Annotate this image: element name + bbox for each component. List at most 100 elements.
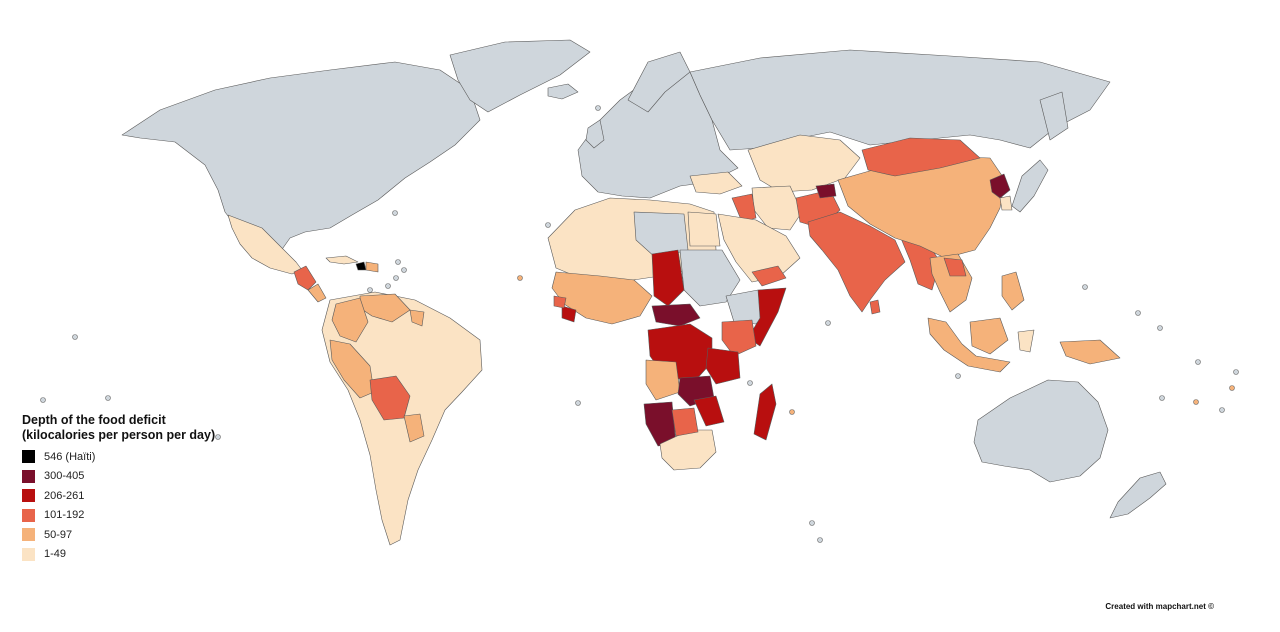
legend-swatch xyxy=(22,469,35,483)
region-india-pakistan xyxy=(807,211,906,313)
region-car xyxy=(651,303,701,327)
region-madagascar xyxy=(753,383,777,441)
legend-swatch xyxy=(22,547,35,561)
islet-mark xyxy=(809,520,815,526)
region-peru xyxy=(329,339,375,399)
region-new-guinea xyxy=(1059,339,1121,365)
region-guianas xyxy=(409,309,425,327)
islet-mark xyxy=(1135,310,1141,316)
region-new-zealand xyxy=(1109,471,1167,519)
islet-mark xyxy=(40,397,46,403)
region-dominican-republic xyxy=(365,261,379,273)
region-japan xyxy=(1011,159,1049,213)
region-angola xyxy=(645,359,681,401)
region-bolivia xyxy=(369,375,411,421)
region-somalia xyxy=(747,287,787,347)
islet-mark xyxy=(1193,399,1199,405)
region-greenland xyxy=(449,39,591,113)
islet-mark xyxy=(1157,325,1163,331)
islet-mark xyxy=(1233,369,1239,375)
legend-item-1-49: 1-49 xyxy=(22,545,222,565)
legend-swatch xyxy=(22,508,35,522)
legend-item-50-97: 50-97 xyxy=(22,525,222,545)
islet-mark xyxy=(1159,395,1165,401)
region-laos xyxy=(943,257,967,277)
legend-items: 546 (Haïti) 300-405 206-261 101-192 50-9… xyxy=(22,447,222,564)
legend-label: 546 (Haïti) xyxy=(44,450,96,463)
legend-swatch xyxy=(22,528,35,542)
region-liberia xyxy=(561,305,577,323)
region-iraq xyxy=(731,193,757,223)
region-north-america xyxy=(121,61,481,256)
region-iceland xyxy=(547,83,579,100)
legend-title: Depth of the food deficit (kilocalories … xyxy=(22,413,216,442)
region-turkey xyxy=(689,171,743,195)
islet-mark xyxy=(392,210,398,216)
islet-mark xyxy=(215,434,221,440)
islet-mark xyxy=(1195,359,1201,365)
legend-label: 50-97 xyxy=(44,528,73,541)
islet-mark xyxy=(395,259,401,265)
region-haiti xyxy=(355,261,367,271)
region-uk xyxy=(585,119,605,149)
region-malaysia-indonesia-west xyxy=(927,317,1011,373)
legend-label: 101-192 xyxy=(44,509,85,522)
islet-mark xyxy=(393,275,399,281)
islet-mark xyxy=(575,400,581,406)
legend-item-101-192: 101-192 xyxy=(22,506,222,526)
region-scandinavia xyxy=(627,51,691,113)
region-west-africa xyxy=(551,271,653,325)
islet-mark xyxy=(1219,407,1225,413)
region-central-america-1 xyxy=(293,265,317,291)
region-tanzania xyxy=(705,347,741,385)
region-colombia xyxy=(331,297,369,343)
map-legend: Depth of the food deficit (kilocalories … xyxy=(22,413,222,564)
legend-item-546: 546 (Haïti) xyxy=(22,447,222,467)
region-kamchatka xyxy=(1039,91,1069,141)
islet-mark xyxy=(789,409,795,415)
region-mexico xyxy=(227,214,303,275)
region-botswana xyxy=(671,407,699,437)
legend-label: 1-49 xyxy=(44,548,67,561)
region-paraguay xyxy=(403,413,425,443)
region-philippines xyxy=(1001,271,1025,311)
region-tajikistan xyxy=(815,183,837,199)
legend-label: 206-261 xyxy=(44,489,85,502)
legend-item-206-261: 206-261 xyxy=(22,486,222,506)
islet-mark xyxy=(955,373,961,379)
legend-swatch xyxy=(22,489,35,503)
region-sri-lanka xyxy=(869,299,881,315)
islet-mark xyxy=(72,334,78,340)
legend-swatch xyxy=(22,450,35,464)
legend-item-300-405: 300-405 xyxy=(22,467,222,487)
region-egypt xyxy=(687,211,721,247)
islet-mark xyxy=(817,537,823,543)
islet-mark xyxy=(825,320,831,326)
region-chad xyxy=(651,249,685,307)
islet-mark xyxy=(385,283,391,289)
region-sulawesi xyxy=(1017,329,1035,353)
region-zimbabwe-mozambique xyxy=(693,395,725,427)
region-mongolia xyxy=(861,137,981,177)
islet-mark xyxy=(517,275,523,281)
credit-text: Created with mapchart.net © xyxy=(1105,602,1214,611)
islet-mark xyxy=(367,287,373,293)
region-north-korea xyxy=(989,173,1011,199)
islet-mark xyxy=(401,267,407,273)
region-cuba xyxy=(325,255,359,265)
region-kenya xyxy=(721,319,757,357)
legend-label: 300-405 xyxy=(44,470,85,483)
region-borneo xyxy=(969,317,1009,355)
islet-mark xyxy=(1229,385,1235,391)
islet-mark xyxy=(545,222,551,228)
region-australia xyxy=(973,379,1109,483)
islet-mark xyxy=(747,380,753,386)
islet-mark xyxy=(595,105,601,111)
islet-mark xyxy=(1082,284,1088,290)
region-russia xyxy=(689,49,1111,151)
islet-mark xyxy=(105,395,111,401)
region-south-korea xyxy=(999,195,1013,211)
region-central-america-2 xyxy=(307,283,327,303)
